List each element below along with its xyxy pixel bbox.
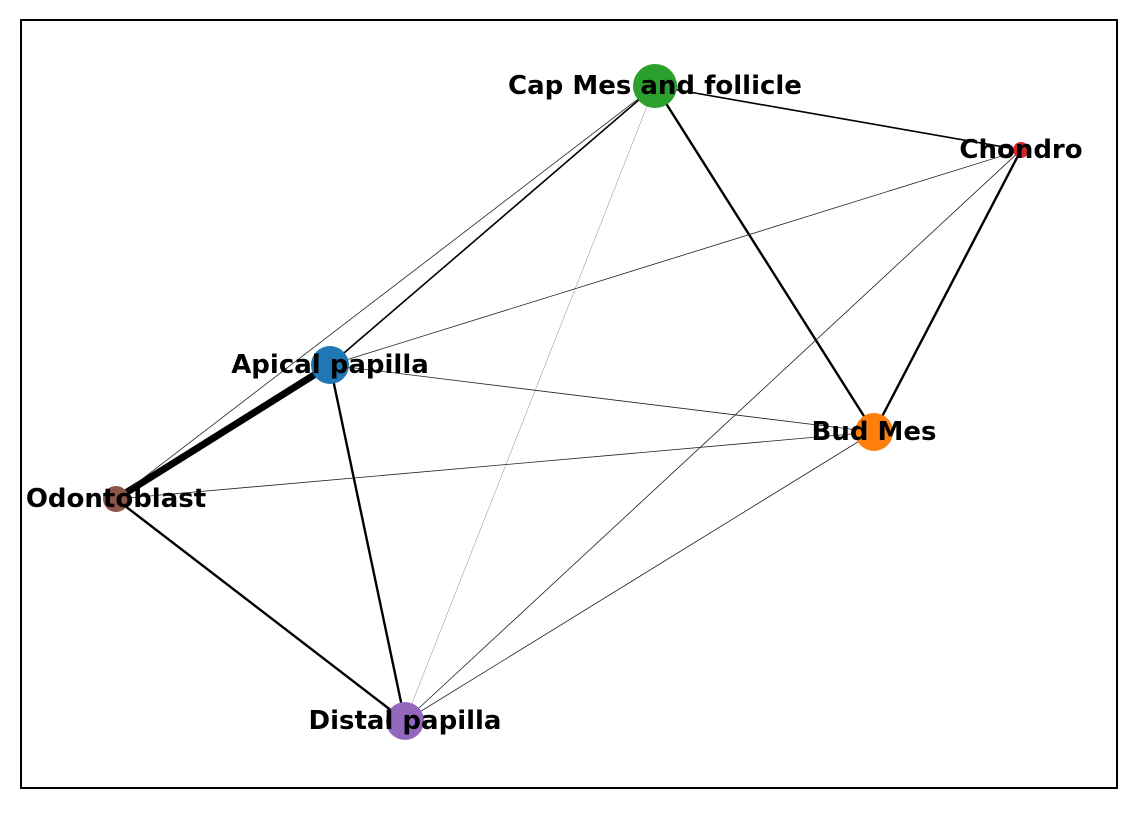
edge-odonto-bud	[115, 431, 875, 500]
edge-apical-chondro	[329, 149, 1022, 366]
edge-cap-bud	[653, 85, 876, 433]
node-label-chondro: Chondro	[959, 135, 1082, 165]
node-label-bud: Bud Mes	[812, 417, 937, 447]
edge-apical-odonto	[114, 362, 332, 502]
edge-cap-apical	[329, 85, 656, 366]
edge-odonto-distal	[115, 498, 406, 722]
plot-frame	[20, 19, 1118, 789]
edge-apical-bud	[329, 364, 875, 433]
node-label-cap: Cap Mes and follicle	[508, 71, 802, 101]
node-odonto	[103, 486, 129, 512]
edge-bud-chondro	[872, 149, 1023, 433]
node-bud	[855, 413, 893, 451]
edge-distal-bud	[404, 431, 875, 722]
node-cap	[633, 64, 677, 108]
labels-layer: Apical papilla Bud Mes Cap Mes and follicl…	[26, 71, 1083, 736]
node-distal	[386, 702, 424, 740]
node-apical	[311, 346, 349, 384]
node-chondro	[1013, 142, 1029, 158]
node-label-odonto: Odontoblast	[26, 484, 206, 514]
node-label-distal: Distal papilla	[309, 706, 502, 736]
nodes-layer	[103, 64, 1029, 740]
edge-cap-odonto	[115, 85, 656, 500]
edge-cap-chondro	[654, 85, 1022, 151]
edge-cap-distal	[404, 85, 656, 722]
edge-distal-chondro	[404, 149, 1022, 722]
edge-apical-distal	[328, 364, 407, 722]
node-label-apical: Apical papilla	[231, 350, 429, 380]
edges-layer	[114, 85, 1023, 722]
